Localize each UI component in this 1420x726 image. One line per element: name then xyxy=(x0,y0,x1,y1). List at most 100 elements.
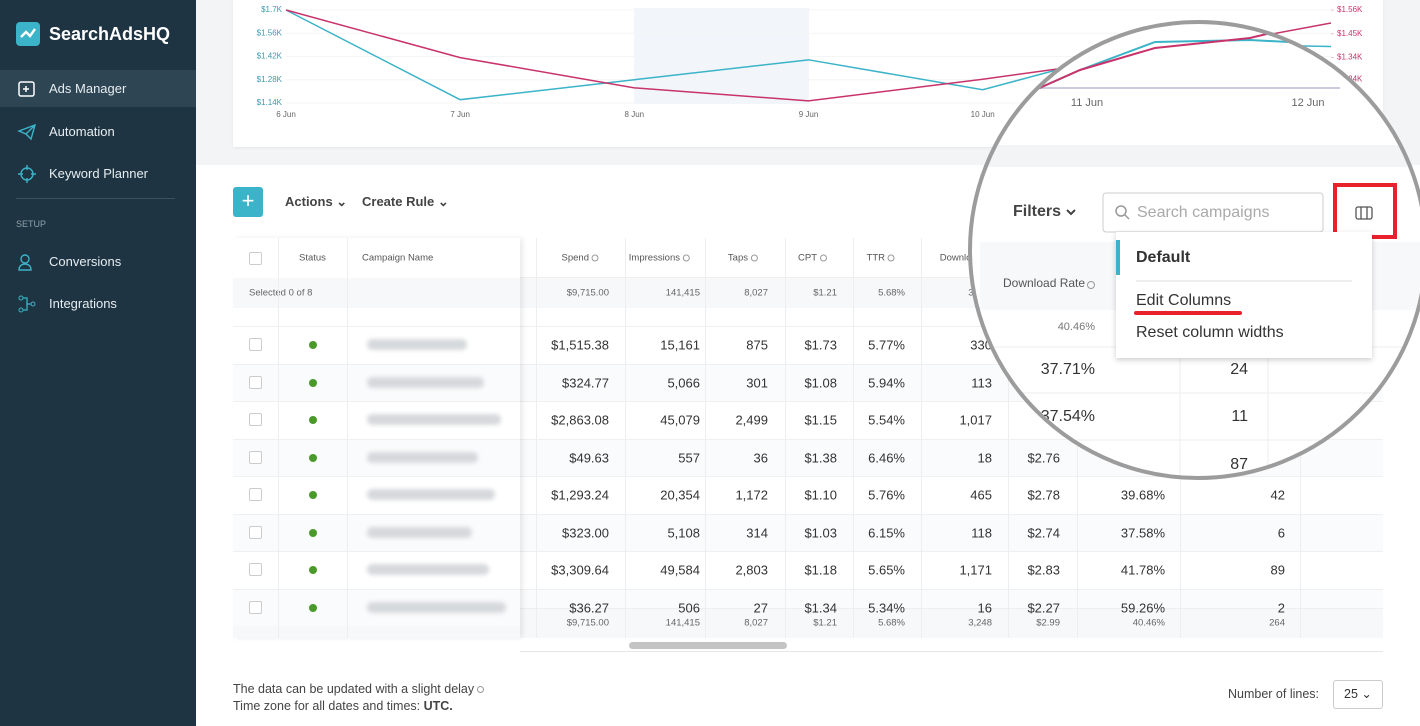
cell: $2.74 xyxy=(1027,525,1060,540)
add-button[interactable]: + xyxy=(233,187,263,217)
cell: $1.10 xyxy=(804,487,837,503)
cell: $1.34 xyxy=(804,600,837,615)
cell: 49,584 xyxy=(660,562,700,578)
column-border xyxy=(785,238,786,638)
note: The data can be updated with a slight de… xyxy=(233,682,485,696)
nav-item[interactable]: Integrations xyxy=(0,285,196,322)
cell: $324.77 xyxy=(562,375,609,390)
total-cell: 8,027 xyxy=(744,617,768,629)
lines-select[interactable]: 25 ⌄ xyxy=(1333,680,1383,709)
cell: 314 xyxy=(746,525,768,540)
cell: 5.65% xyxy=(868,562,905,578)
y-tick-label: $1.7K xyxy=(261,5,283,14)
cell: 2,803 xyxy=(735,562,768,578)
lines-value: 25 xyxy=(1344,687,1358,701)
nav-item[interactable]: Automation xyxy=(0,113,196,150)
y2-tick-label: $1.34K xyxy=(1337,53,1363,62)
checkbox[interactable] xyxy=(249,525,262,539)
status-dot xyxy=(309,341,317,349)
divider xyxy=(16,198,175,199)
campaign-name-blurred xyxy=(367,526,472,538)
timezone-prefix: Time zone for all dates and times: xyxy=(233,699,421,713)
cell: $36.27 xyxy=(569,600,609,615)
cell: $2.83 xyxy=(1027,562,1060,578)
checkbox[interactable] xyxy=(249,338,262,351)
rate-cell: 37.71% xyxy=(1041,361,1095,378)
cell: 5.54% xyxy=(868,412,905,428)
column-header: Download xyxy=(939,252,982,264)
y-tick-label: $1.14K xyxy=(257,98,283,107)
checkbox[interactable] xyxy=(249,600,262,614)
total-cell: $2.99 xyxy=(1036,617,1060,629)
cell: $3,309.64 xyxy=(551,562,609,578)
cell: 1,172 xyxy=(735,487,768,503)
campaign-name-blurred xyxy=(367,601,506,613)
menu-label: Actions xyxy=(285,194,333,209)
campaign-name-blurred xyxy=(367,564,489,575)
y2-tick-label: $1.45K xyxy=(1337,29,1363,38)
column-border xyxy=(278,238,279,638)
y-tick-label: $1.28K xyxy=(257,75,283,84)
column-header: CPT xyxy=(798,253,827,264)
x-tick-label: 7 Jun xyxy=(450,110,470,119)
cell: 27 xyxy=(753,600,768,615)
cell: $323.00 xyxy=(562,525,609,540)
checkbox[interactable] xyxy=(249,413,262,426)
total-cell: $1.21 xyxy=(813,617,837,629)
cell: 5,066 xyxy=(667,375,700,390)
checkbox[interactable] xyxy=(249,563,262,576)
x-tick-label: 8 Jun xyxy=(625,110,645,119)
note-text: The data can be updated with a slight de… xyxy=(233,682,475,696)
scrollbar[interactable] xyxy=(629,642,787,649)
total-cell: 141,415 xyxy=(665,617,700,629)
cell: $1.03 xyxy=(804,525,837,540)
total-cell: 5.68% xyxy=(878,287,905,299)
y2-tick-label: $1.56K xyxy=(1337,5,1363,14)
cell: 18 xyxy=(977,450,992,465)
total-cell: 3,248 xyxy=(968,617,992,629)
checkbox[interactable] xyxy=(249,450,262,464)
actions-menu[interactable]: Actions ⌄ xyxy=(285,194,348,209)
total-cell: $9,715.00 xyxy=(566,287,609,299)
cell: 6 xyxy=(1277,525,1285,540)
status-dot xyxy=(309,528,317,537)
nav-item[interactable]: Keyword Planner xyxy=(0,155,196,192)
cell: 36 xyxy=(753,450,768,465)
x-tick-label: 6 Jun xyxy=(276,110,296,119)
cell: 113 xyxy=(971,375,992,390)
cell: 59.26% xyxy=(1120,600,1165,615)
create-rule-menu[interactable]: Create Rule ⌄ xyxy=(362,194,449,209)
cell: $2.76 xyxy=(1027,450,1060,465)
nav-item[interactable]: Ads Manager xyxy=(0,70,196,107)
filters-menu[interactable]: Filters xyxy=(1013,203,1061,220)
magnified-view: 11 Jun 12 Jun Filters Search campaigns D… xyxy=(970,22,1420,478)
checkbox[interactable] xyxy=(249,375,262,389)
cell: 1,171 xyxy=(959,562,992,578)
menu-label: Create Rule xyxy=(362,194,435,209)
cell: $2.78 xyxy=(1027,487,1060,503)
column-border xyxy=(625,238,626,638)
column-header: Download Rate xyxy=(1003,276,1085,290)
cell: 20,354 xyxy=(660,487,700,503)
total-cell: 264 xyxy=(1269,617,1285,629)
nav-item[interactable]: Conversions xyxy=(0,243,196,280)
status-dot xyxy=(309,378,317,387)
nav-label: Integrations xyxy=(49,296,117,311)
menu-item[interactable]: Edit Columns xyxy=(1136,292,1231,309)
cell: 41.78% xyxy=(1120,562,1165,578)
columns-button[interactable] xyxy=(1333,183,1397,239)
cell: 301 xyxy=(746,375,768,390)
cell: 118 xyxy=(971,525,992,540)
status-dot xyxy=(309,416,317,424)
campaign-name-blurred xyxy=(367,451,478,463)
x-tick-label: 10 Jun xyxy=(971,110,995,119)
cell: 1,017 xyxy=(959,412,992,428)
menu-item[interactable]: Default xyxy=(1136,249,1191,266)
selected-row xyxy=(233,278,520,308)
total-cell: $9,715.00 xyxy=(566,617,609,629)
checkbox[interactable] xyxy=(249,252,262,265)
nav-label: Keyword Planner xyxy=(49,166,148,181)
menu-item[interactable]: Reset column widths xyxy=(1136,324,1284,341)
cell: 5.94% xyxy=(868,375,905,390)
checkbox[interactable] xyxy=(249,488,262,501)
